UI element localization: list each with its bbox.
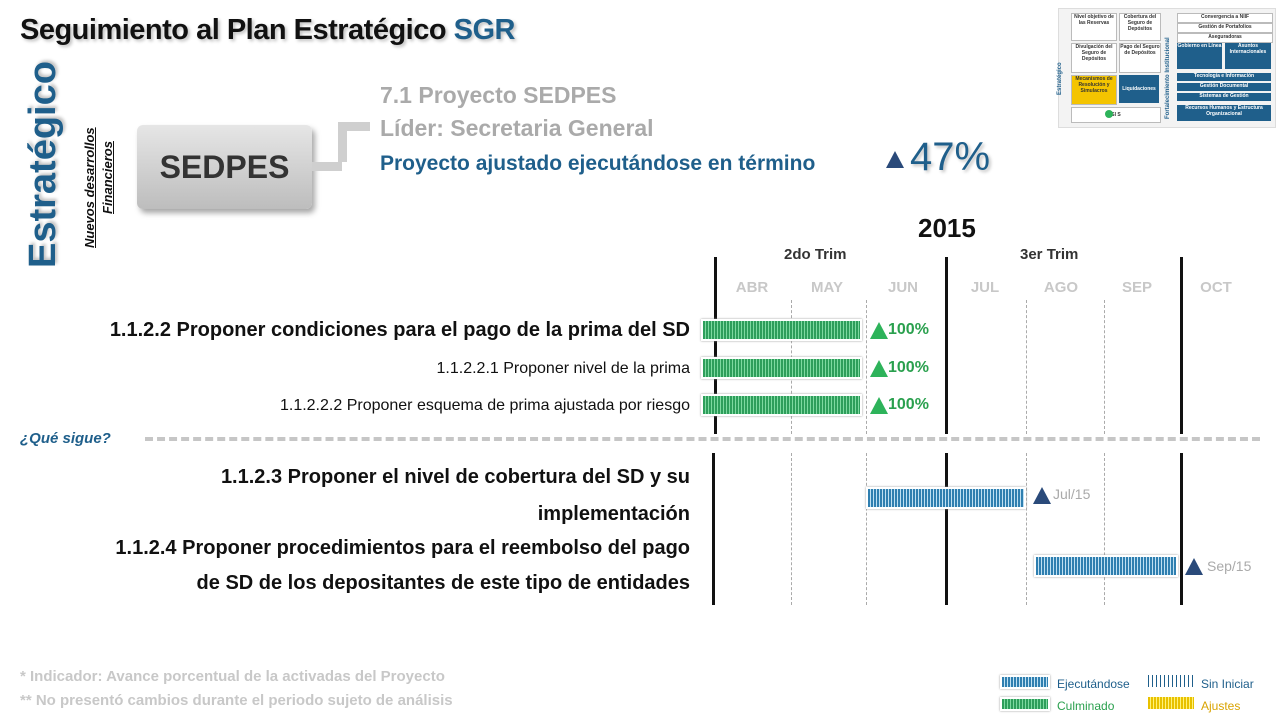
month-label: MAY — [811, 279, 843, 296]
month-label: JUN — [887, 279, 918, 296]
mini-bottom: SI S — [1071, 107, 1161, 123]
status-up-icon — [886, 151, 904, 168]
quarter-divider — [714, 257, 717, 434]
trim-label: 2do Trim — [784, 246, 847, 263]
quarter-divider — [712, 453, 715, 605]
plan-mini-map: Estratégico Fortalecimiento Instituciona… — [1057, 8, 1276, 128]
project-leader: Líder: Secretaria General — [380, 115, 654, 141]
task-bar-executing — [1034, 555, 1178, 577]
quarter-divider — [945, 257, 948, 434]
due-marker-icon — [1033, 487, 1051, 504]
mini-cell: Recursos Humanos y Estructura Organizaci… — [1177, 105, 1271, 121]
task-due-date: Jul/15 — [1053, 486, 1091, 502]
mini-side-right: Fortalecimiento Institucional — [1165, 37, 1171, 119]
due-marker-icon — [1185, 558, 1203, 575]
month-divider — [1026, 453, 1027, 605]
mini-side-left: Estratégico — [1057, 62, 1063, 95]
mini-cell: Aseguradoras — [1177, 33, 1273, 43]
next-task-label: implementación — [537, 503, 690, 525]
trim-label: 3er Trim — [1020, 246, 1079, 263]
quarter-divider — [945, 453, 948, 605]
month-divider — [1104, 453, 1105, 605]
next-task-label: 1.1.2.3 Proponer el nivel de cobertura d… — [220, 466, 690, 488]
footnote: ** No presentó cambios durante el period… — [20, 692, 453, 709]
project-box: SEDPES — [137, 125, 312, 209]
legend-swatch-done — [1000, 697, 1050, 711]
month-label: SEP — [1121, 279, 1152, 296]
legend-label: Ajustes — [1201, 699, 1241, 713]
connector-top — [338, 122, 370, 131]
strategic-label: Estratégico — [22, 61, 64, 268]
mini-cell-highlight: Mecanismos de Resolución y Simulacros — [1071, 75, 1117, 105]
mini-cell: Divulgación del Seguro de Depósitos — [1071, 43, 1117, 73]
month-divider — [866, 453, 867, 605]
project-status: Proyecto ajustado ejecutándose en términ… — [380, 152, 816, 175]
quarter-divider — [1180, 257, 1183, 434]
task-due-date: Sep/15 — [1207, 558, 1252, 574]
next-task-label: 1.1.2.4 Proponer procedimientos para el … — [115, 537, 690, 559]
task-progress: 100% — [888, 396, 929, 413]
completed-up-icon — [870, 360, 888, 377]
legend-swatch-executing — [1000, 675, 1050, 689]
quarter-divider — [1180, 453, 1183, 605]
month-divider — [791, 453, 792, 605]
mini-cell: Cobertura del Seguro de Depósitos — [1119, 13, 1161, 41]
legend-swatch-not-started — [1148, 675, 1194, 687]
task-label: 1.1.2.2.2 Proponer esquema de prima ajus… — [279, 397, 690, 414]
task-label: 1.1.2.2 Proponer condiciones para el pag… — [109, 319, 690, 341]
task-progress: 100% — [888, 359, 929, 376]
mini-cell-highlight: Liquidaciones — [1119, 75, 1159, 103]
month-label: OCT — [1200, 279, 1232, 296]
title-accent: SGR — [453, 14, 516, 46]
project-percent: 47% — [910, 135, 991, 179]
legend-label: Sin Iniciar — [1201, 677, 1254, 691]
timeline-year: 2015 — [918, 213, 976, 243]
mini-cell: Convergencia a NIIF — [1177, 13, 1273, 23]
mini-cell: Gestión Documental — [1177, 83, 1271, 91]
completed-up-icon — [870, 397, 888, 414]
legend-swatch-adjust — [1148, 697, 1194, 709]
task-progress: 100% — [888, 321, 929, 338]
task-bar-completed — [701, 357, 862, 379]
category-line2: Financieros — [100, 141, 115, 214]
title-main: Seguimiento al Plan Estratégico — [20, 14, 447, 46]
month-label: JUL — [970, 279, 1000, 296]
completed-up-icon — [870, 322, 888, 339]
mini-cell: Gobierno en Línea — [1177, 43, 1222, 69]
mini-cell: Nivel objetivo de las Reservas — [1071, 13, 1117, 41]
connector-line — [312, 150, 342, 171]
next-task-label: de SD de los depositantes de este tipo d… — [196, 572, 690, 594]
footnote: * Indicador: Avance porcentual de la act… — [20, 668, 445, 685]
whats-next-label: ¿Qué sigue? — [20, 430, 111, 447]
month-divider — [1104, 300, 1105, 434]
month-label: ABR — [735, 279, 769, 296]
mini-cell: Asuntos Internacionales — [1225, 43, 1271, 69]
legend-label: Ejecutándose — [1057, 677, 1130, 691]
connector-vertical — [338, 122, 347, 162]
month-divider — [866, 300, 867, 434]
task-label: 1.1.2.2.1 Proponer nivel de la prima — [436, 360, 690, 377]
mini-status-dot-icon — [1105, 110, 1113, 118]
task-bar-completed — [701, 319, 862, 341]
month-label: AGO — [1043, 279, 1079, 296]
page-title: Seguimiento al Plan Estratégico SGR — [20, 14, 515, 47]
task-bar-completed — [701, 394, 862, 416]
mini-cell: Gestión de Portafolios — [1177, 23, 1273, 33]
category-line1: Nuevos desarrollos — [82, 127, 97, 248]
mini-cell: Pago del Seguro de Depósitos — [1119, 43, 1161, 73]
task-bar-executing — [866, 487, 1026, 509]
legend-label: Culminado — [1057, 699, 1115, 713]
separator-dashed-line — [145, 437, 1260, 441]
mini-cell: Sistemas de Gestión — [1177, 93, 1271, 101]
project-name: 7.1 Proyecto SEDPES — [380, 82, 617, 108]
mini-cell: Tecnología e Información — [1177, 73, 1271, 81]
month-divider — [1026, 300, 1027, 434]
